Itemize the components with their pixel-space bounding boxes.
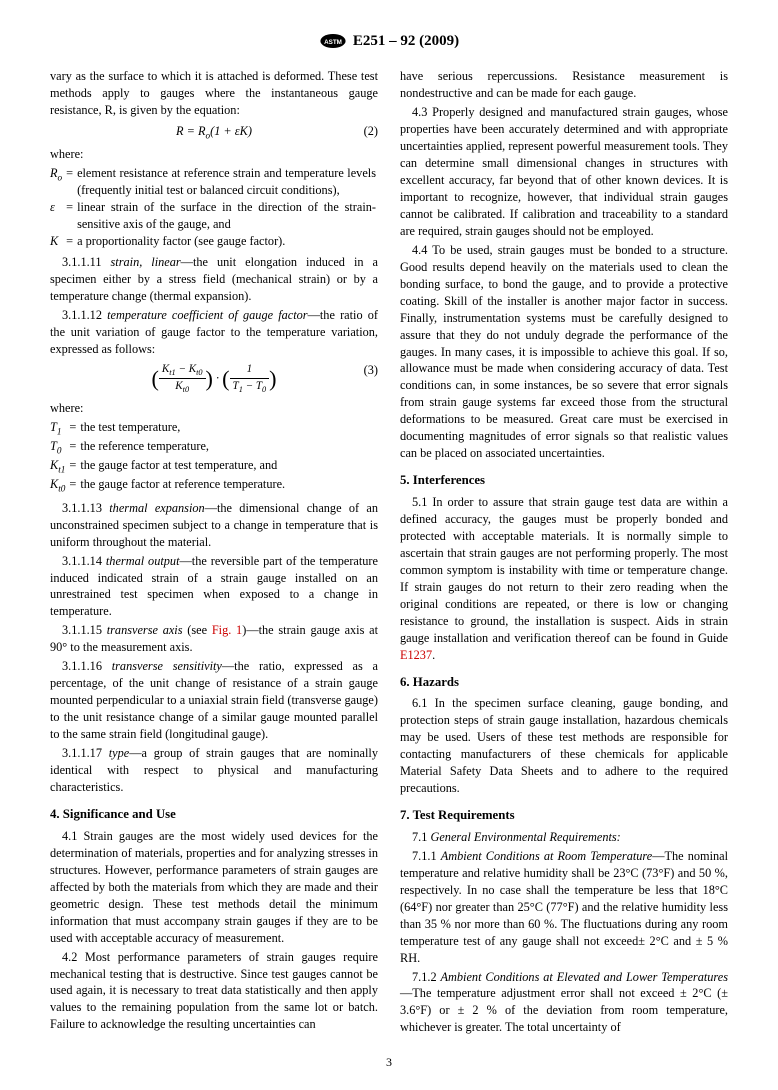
section-5-head: 5. Interferences [400,472,728,490]
para-4-3: 4.3 Properly designed and manufactured s… [400,104,728,240]
para-7-1-1: 7.1.1 Ambient Conditions at Room Tempera… [400,848,728,967]
astm-logo-icon: ASTM [319,32,347,50]
section-7-head: 7. Test Requirements [400,807,728,825]
e1237-link[interactable]: E1237 [400,648,432,662]
page: ASTM E251 – 92 (2009) vary as the surfac… [0,0,778,1090]
para-4-2-cont: have serious repercussions. Resistance m… [400,68,728,102]
para-3-1-1-17: 3.1.1.17 type—a group of strain gauges t… [50,745,378,796]
intro-para: vary as the surface to which it is attac… [50,68,378,119]
def-row: T0=the reference temperature, [50,438,287,457]
where-label: where: [50,146,378,163]
definitions-2: T1=the test temperature, T0=the referenc… [50,419,287,496]
definitions-1: Ro=element resistance at reference strai… [50,165,378,250]
para-4-1: 4.1 Strain gauges are the most widely us… [50,828,378,947]
para-3-1-1-13: 3.1.1.13 thermal expansion—the dimension… [50,500,378,551]
para-3-1-1-14: 3.1.1.14 thermal output—the reversible p… [50,553,378,621]
def-row: K=a proportionality factor (see gauge fa… [50,233,378,250]
fig1-link[interactable]: Fig. 1 [212,623,242,637]
page-number: 3 [50,1055,728,1070]
para-4-4: 4.4 To be used, strain gauges must be bo… [400,242,728,463]
equation-2: R = Ro(1 + εK) (2) [50,123,378,142]
def-row: T1=the test temperature, [50,419,287,438]
page-header: ASTM E251 – 92 (2009) [50,32,728,50]
section-4-head: 4. Significance and Use [50,806,378,824]
para-6-1: 6.1 In the specimen surface cleaning, ga… [400,695,728,797]
def-row: ε=linear strain of the surface in the di… [50,199,378,233]
designation: E251 – 92 (2009) [353,33,459,50]
para-7-1-2: 7.1.2 Ambient Conditions at Elevated and… [400,969,728,1037]
para-5-1: 5.1 In order to assure that strain gauge… [400,494,728,664]
para-4-2: 4.2 Most performance parameters of strai… [50,949,378,1034]
equation-number: (2) [364,123,378,140]
body-columns: vary as the surface to which it is attac… [50,68,728,1037]
para-7-1: 7.1 General Environmental Requirements: [400,829,728,846]
para-3-1-1-16: 3.1.1.16 transverse sensitivity—the rati… [50,658,378,743]
para-3-1-1-11: 3.1.1.11 strain, linear—the unit elongat… [50,254,378,305]
where-label: where: [50,400,378,417]
def-row: Ro=element resistance at reference strai… [50,165,378,199]
equation-3: (Kt1 − Kt0Kt0) · (1T1 − T0) (3) [50,362,378,396]
para-3-1-1-12: 3.1.1.12 temperature coefficient of gaug… [50,307,378,358]
def-row: Kt0=the gauge factor at reference temper… [50,476,287,495]
svg-text:ASTM: ASTM [324,39,342,46]
section-6-head: 6. Hazards [400,674,728,692]
equation-number: (3) [364,362,378,379]
def-row: Kt1=the gauge factor at test temperature… [50,457,287,476]
para-3-1-1-15: 3.1.1.15 transverse axis (see Fig. 1)—th… [50,622,378,656]
